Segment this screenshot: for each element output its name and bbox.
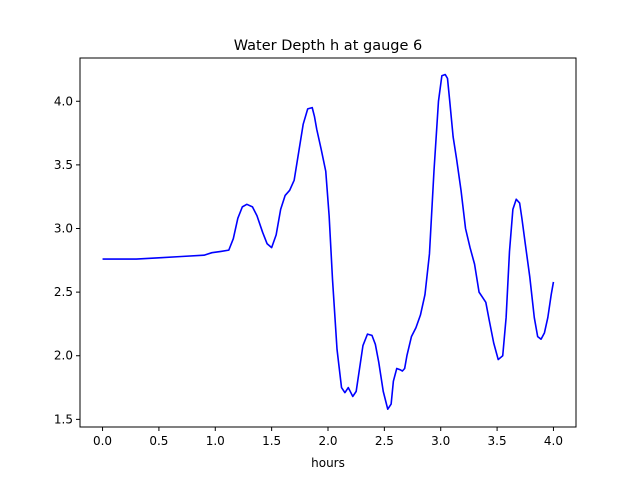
x-tick-label: 0.0 xyxy=(93,434,112,448)
y-tick-label: 4.0 xyxy=(54,94,73,108)
y-tick-label: 3.5 xyxy=(54,158,73,172)
y-axis: 1.5 2.0 2.5 3.0 3.5 4.0 xyxy=(54,94,80,426)
x-tick-label: 4.0 xyxy=(544,434,563,448)
x-tick-label: 3.5 xyxy=(488,434,507,448)
x-tick-label: 3.0 xyxy=(431,434,450,448)
x-tick-label: 2.0 xyxy=(318,434,337,448)
y-tick-label: 2.0 xyxy=(54,349,73,363)
y-tick-label: 3.0 xyxy=(54,222,73,236)
series-line-0 xyxy=(102,73,555,410)
y-tick-label: 2.5 xyxy=(54,285,73,299)
x-tick-label: 0.5 xyxy=(149,434,168,448)
x-tick-label: 2.5 xyxy=(375,434,394,448)
x-axis: 0.0 0.5 1.0 1.5 2.0 2.5 3.0 3.5 4.0 xyxy=(93,427,563,448)
x-tick-label: 1.0 xyxy=(206,434,225,448)
chart-title: Water Depth h at gauge 6 xyxy=(234,38,422,54)
y-tick-label: 1.5 xyxy=(54,412,73,426)
plot-frame xyxy=(79,57,577,428)
x-axis-label: hours xyxy=(311,456,345,470)
x-tick-label: 1.5 xyxy=(262,434,281,448)
plot-area xyxy=(79,57,577,428)
